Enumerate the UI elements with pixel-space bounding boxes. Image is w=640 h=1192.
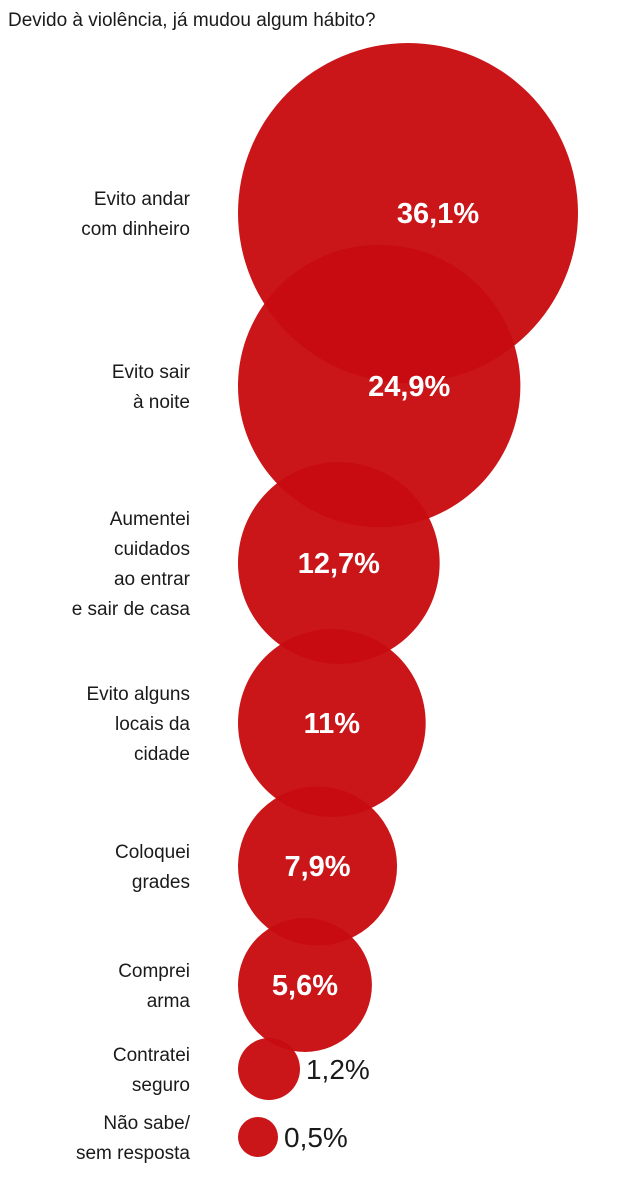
bubble-8 [238,1116,279,1158]
value-label-3: 12,7% [298,548,380,580]
value-label-5: 7,9% [284,851,350,883]
category-label-6: Comprei arma [118,961,190,1012]
value-label-4: 11% [304,708,361,740]
category-label-2: Evito sair à noite [112,362,191,413]
category-label-4: Evito alguns locais da cidade [86,684,190,765]
bubble-3 [238,462,440,664]
bubble-4 [238,629,426,817]
chart-title: Devido à violência, já mudou algum hábit… [8,10,376,31]
value-label-7: 1,2% [306,1054,370,1085]
value-label-8: 0,5% [284,1122,348,1153]
category-label-8: Não sabe/sem resposta [76,1113,191,1164]
category-label-5: Coloquei grades [115,842,190,893]
bubble-2 [238,244,521,528]
bubble-6 [238,918,372,1052]
category-label-3: Aumentei cuidados ao entrar e sair de casa [72,509,191,620]
value-label-1: 36,1% [397,198,479,230]
value-label-2: 24,9% [368,371,450,403]
category-label-7: Contratei seguro [113,1045,190,1096]
bubble-7 [238,1038,300,1100]
bubble-5 [238,786,398,946]
category-label-1: Evito andar com dinheiro [81,189,190,240]
value-label-6: 5,6% [272,970,338,1002]
